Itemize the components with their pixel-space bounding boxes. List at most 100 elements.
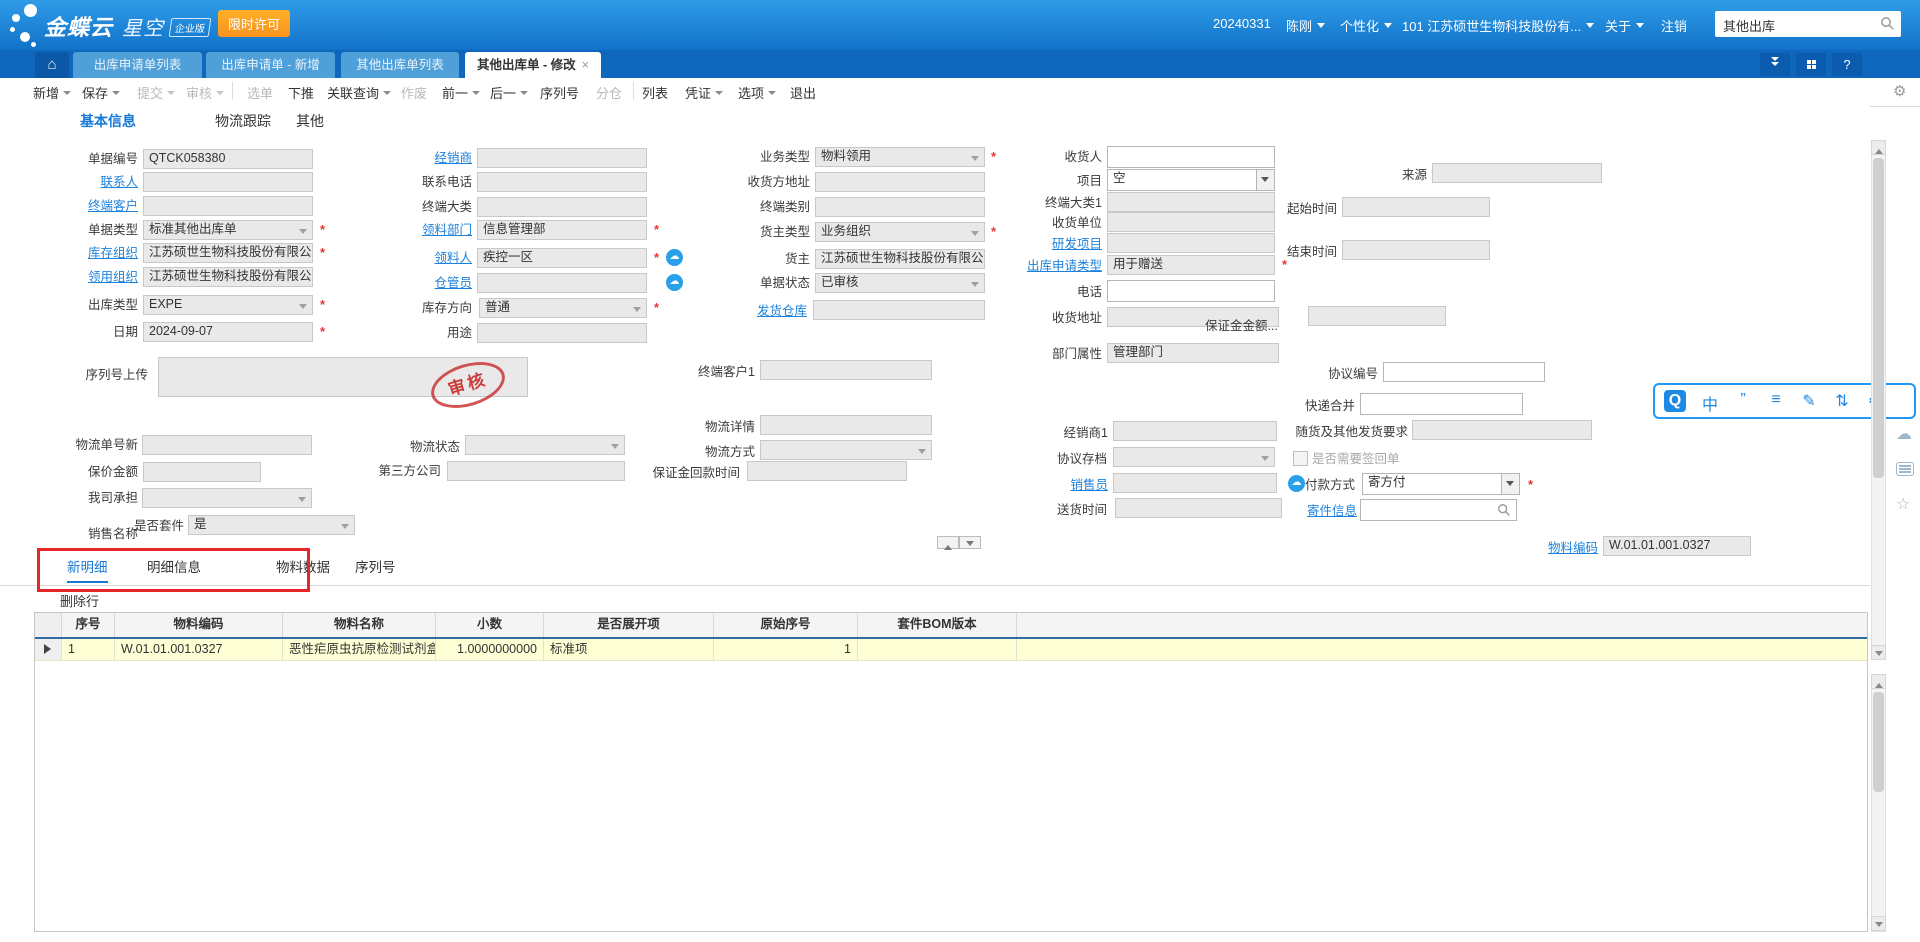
deposit-return-time-field[interactable] (747, 461, 907, 481)
search-icon[interactable] (1880, 16, 1895, 31)
translate-icon[interactable]: 中 (1701, 397, 1718, 414)
dropdown-button[interactable] (1256, 170, 1274, 190)
personalize-menu[interactable]: 个性化 (1340, 16, 1393, 35)
logistics-detail-field[interactable] (760, 415, 932, 435)
tab-detail-info[interactable]: 明细信息 (147, 560, 201, 575)
cloud-icon[interactable]: ☁ (1896, 426, 1912, 443)
assistant-q-icon[interactable]: Q (1664, 390, 1686, 412)
scroll-down-button[interactable] (1871, 916, 1886, 931)
stock-direction-field[interactable]: 普通 (479, 298, 647, 318)
receiving-address-field[interactable] (1107, 307, 1279, 327)
picker-label[interactable]: 领料人 (434, 251, 472, 265)
tab-grid-button[interactable] (1796, 53, 1826, 76)
chevron-down-icon[interactable] (383, 90, 392, 99)
cloud-sync-icon[interactable]: ☁ (666, 274, 683, 291)
cell-material-name[interactable]: 恶性疟原虫抗原检测试剂盒 (283, 639, 436, 660)
tab-logistics-tracking[interactable]: 物流跟踪 (215, 113, 271, 129)
contact-field[interactable] (143, 172, 313, 192)
serial-upload-field[interactable] (158, 357, 528, 397)
delete-row-button[interactable]: 删除行 (60, 594, 100, 609)
insured-amount-field[interactable] (143, 462, 261, 482)
end-time-field[interactable] (1342, 240, 1490, 260)
toolbar-options-button[interactable]: 选项 (738, 83, 777, 102)
about-menu[interactable]: 关于 (1605, 16, 1645, 35)
scroll-up-button[interactable] (1871, 674, 1886, 689)
rd-project-field[interactable] (1107, 233, 1275, 253)
cell-expand-item[interactable]: 标准项 (544, 639, 714, 660)
nav-tab-other-outbound-modify[interactable]: 其他出库单 - 修改 × (465, 52, 601, 78)
col-material-code[interactable]: 物料编码 (115, 613, 283, 637)
salesman-field[interactable] (1113, 473, 1277, 493)
cell-material-code[interactable]: W.01.01.001.0327 (115, 639, 283, 660)
bill-status-field[interactable]: 已审核 (815, 273, 985, 293)
logout-button[interactable]: 注销 (1661, 19, 1688, 34)
material-code-field[interactable]: W.01.01.001.0327 (1603, 536, 1751, 556)
chevron-down-icon[interactable] (112, 90, 121, 99)
outbound-request-type-field[interactable]: 用于赠送 (1107, 255, 1275, 275)
express-merge-field[interactable] (1360, 393, 1523, 415)
source-field[interactable] (1432, 163, 1602, 183)
contact-phone-field[interactable] (477, 172, 647, 192)
date-field[interactable]: 2024-09-07 (143, 322, 313, 342)
collapse-up-button[interactable] (937, 536, 959, 550)
need-receipt-checkbox[interactable] (1293, 451, 1308, 466)
rd-project-label[interactable]: 研发项目 (1051, 237, 1102, 251)
tab-serial-number[interactable]: 序列号 (355, 560, 396, 575)
tab-new-detail[interactable]: 新明细 (67, 556, 108, 583)
is-suite-field[interactable]: 是 (188, 515, 355, 535)
dropdown-button[interactable] (1501, 474, 1519, 494)
bill-type-field[interactable]: 标准其他出库单 (143, 220, 313, 240)
owner-field[interactable]: 江苏硕世生物科技股份有限公司 (815, 249, 985, 269)
global-search-input[interactable]: 其他出库 (1715, 11, 1901, 37)
voice-icon[interactable]: ” (1740, 391, 1746, 408)
cloud-sync-icon[interactable]: ☁ (1288, 475, 1305, 492)
grid-scrollbar-thumb[interactable] (1873, 692, 1884, 792)
cloud-sync-icon[interactable]: ☁ (666, 249, 683, 266)
dealer-field[interactable] (477, 148, 647, 168)
cell-bom-version[interactable] (858, 639, 1017, 660)
delivery-time-field[interactable] (1115, 498, 1282, 518)
collapse-tabs-button[interactable] (1760, 53, 1790, 76)
receiver-field[interactable] (1107, 146, 1275, 168)
outbound-request-type-label[interactable]: 出库申请类型 (1026, 259, 1102, 273)
sort-icon[interactable]: ⇅ (1835, 393, 1849, 410)
table-row[interactable]: 1 W.01.01.001.0327 恶性疟原虫抗原检测试剂盒 1.000000… (35, 639, 1867, 661)
nav-tab-outbound-request-new[interactable]: 出库申请单 - 新增 (206, 52, 335, 78)
ship-warehouse-label[interactable]: 发货仓库 (756, 304, 807, 318)
chevron-down-icon[interactable] (472, 90, 481, 99)
terminal-customer1-field[interactable] (760, 360, 932, 380)
toolbar-push-down-button[interactable]: 下推 (288, 86, 315, 101)
col-seq[interactable]: 序号 (62, 613, 115, 637)
stock-org-field[interactable]: 江苏硕世生物科技股份有限公司 (143, 243, 313, 263)
document-icon[interactable]: ≡ (1771, 391, 1781, 408)
chat-icon[interactable] (1896, 462, 1914, 476)
cell-seq[interactable]: 1 (62, 639, 115, 660)
toolbar-new-button[interactable]: 新增 (33, 83, 72, 102)
star-icon[interactable]: ☆ (1896, 496, 1911, 513)
shipping-info-field[interactable] (1360, 499, 1517, 521)
toolbar-voucher-button[interactable]: 凭证 (685, 83, 724, 102)
col-material-name[interactable]: 物料名称 (283, 613, 436, 637)
ship-warehouse-field[interactable] (813, 300, 985, 320)
dept-attribute-field[interactable]: 管理部门 (1107, 343, 1279, 363)
license-badge[interactable]: 限时许可 (218, 10, 291, 37)
toolbar-serial-number-button[interactable]: 序列号 (540, 86, 580, 101)
nav-tab-other-outbound-list[interactable]: 其他出库单列表 (341, 52, 459, 78)
collapse-down-button[interactable] (959, 536, 981, 549)
usage-field[interactable] (477, 323, 647, 343)
toolbar-list-button[interactable]: 列表 (642, 86, 669, 101)
picker-field[interactable]: 疾控一区 (477, 248, 647, 268)
material-code-label[interactable]: 物料编码 (1547, 541, 1598, 555)
row-indicator[interactable] (35, 639, 62, 660)
tab-material-data[interactable]: 物料数据 (276, 560, 330, 575)
logistics-mode-field[interactable] (760, 440, 932, 460)
col-original-seq[interactable]: 原始序号 (714, 613, 858, 637)
logistics-no-new-field[interactable] (142, 435, 312, 455)
chevron-down-icon[interactable] (520, 90, 529, 99)
terminal-major-field[interactable] (477, 197, 647, 217)
storekeeper-label[interactable]: 仓管员 (434, 276, 472, 290)
material-dept-field[interactable]: 信息管理部 (477, 220, 647, 240)
edit-icon[interactable]: ✎ (1802, 393, 1816, 410)
contact-label[interactable]: 联系人 (100, 175, 138, 189)
toolbar-previous-button[interactable]: 前一 (442, 83, 481, 102)
